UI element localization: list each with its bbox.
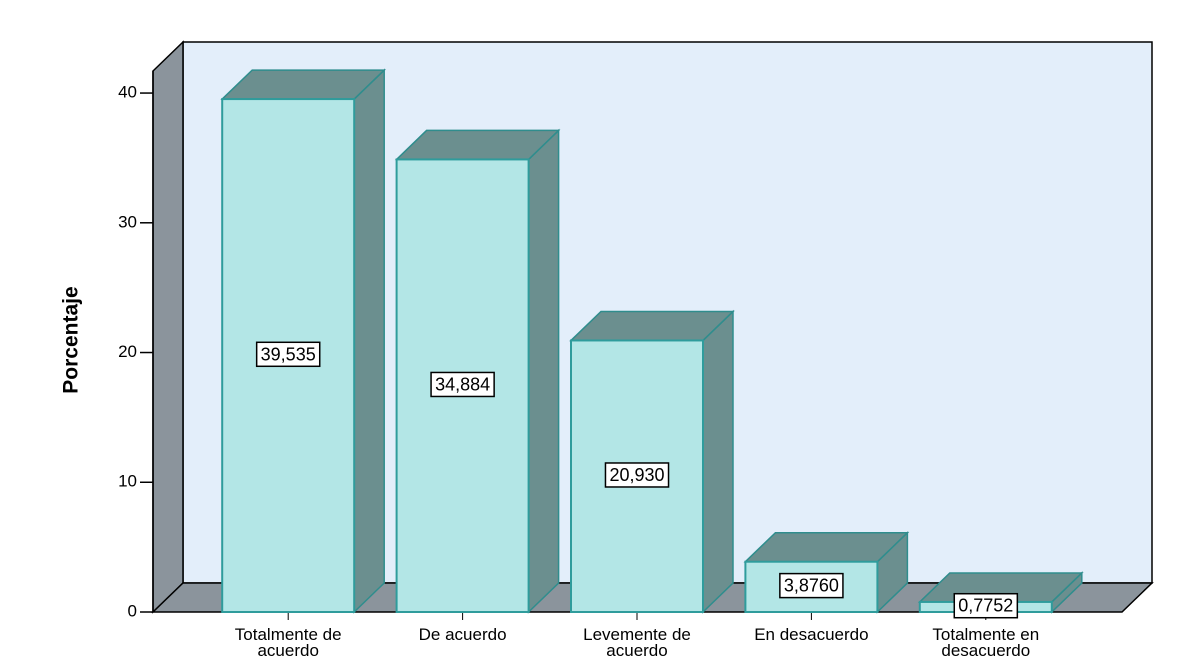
- data-label-group: 3,8760: [779, 572, 844, 599]
- left-wall: [152, 40, 184, 614]
- y-tick-label: 40: [118, 83, 137, 102]
- data-label: 39,535: [261, 344, 316, 364]
- data-label: 34,884: [435, 374, 490, 394]
- data-label: 3,8760: [784, 576, 839, 596]
- x-tick-label: Totalmente en desacuerdo: [932, 625, 1040, 660]
- y-axis-label: Porcentaje: [60, 286, 83, 393]
- data-label-group: 34,884: [430, 371, 495, 398]
- data-label: 20,930: [609, 465, 664, 485]
- data-label-group: 0,7752: [953, 592, 1019, 619]
- data-label-box: [953, 592, 1019, 619]
- x-tick-label: Totalmente de acuerdo: [234, 625, 342, 660]
- bar-side: [353, 68, 385, 614]
- y-tick-label: 10: [118, 472, 137, 491]
- data-label-box: [779, 572, 844, 599]
- data-label-box: [604, 462, 670, 488]
- y-tick-label: 30: [118, 212, 137, 231]
- x-tick-label: De acuerdo: [418, 625, 507, 644]
- data-label-group: 39,535: [255, 341, 321, 368]
- data-label-box: [430, 371, 495, 398]
- y-tick-label: 20: [118, 342, 137, 361]
- y-tick-label: 0: [128, 601, 137, 620]
- data-label-group: 20,930: [604, 462, 670, 488]
- x-tick-label: Levemente de acuerdo: [583, 625, 691, 660]
- data-label: 0,7752: [958, 596, 1013, 616]
- x-tick-label: En desacuerdo: [754, 625, 869, 644]
- data-label-box: [255, 341, 321, 368]
- bar-side: [702, 309, 734, 614]
- bar-side: [527, 128, 560, 614]
